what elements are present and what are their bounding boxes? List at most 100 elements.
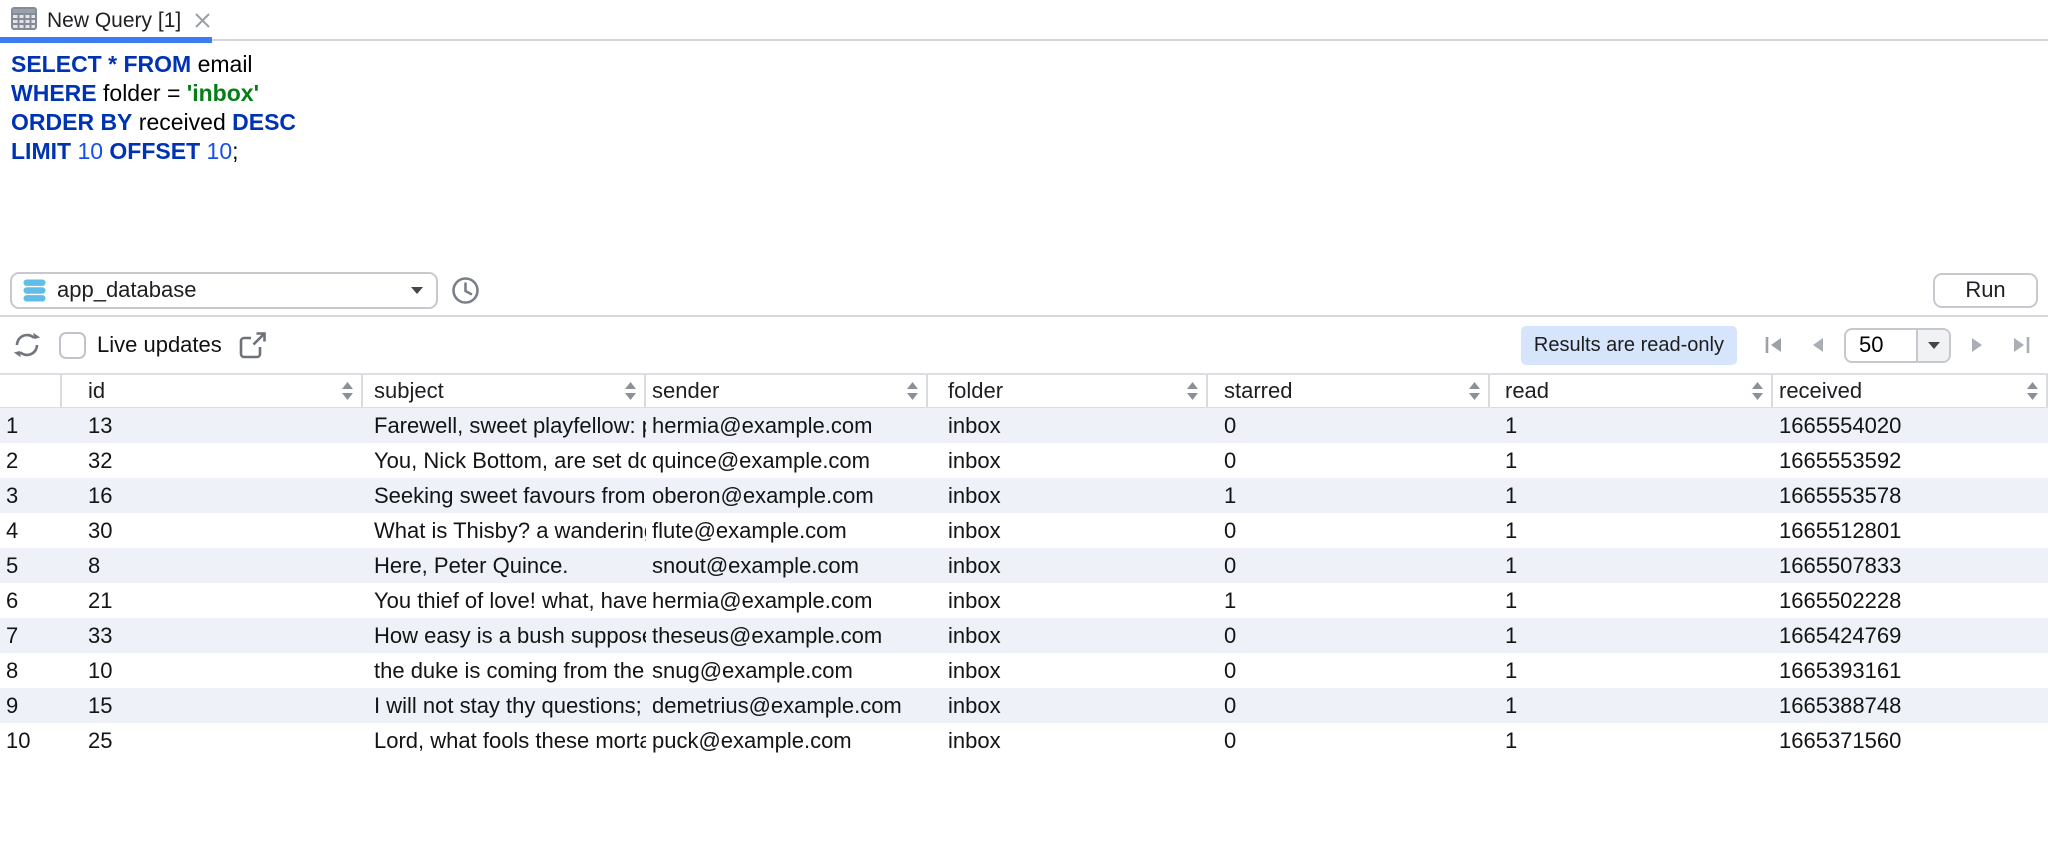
cell-read[interactable]: 1	[1505, 412, 1518, 438]
database-selector[interactable]: app_database	[10, 271, 438, 309]
cell-sender[interactable]: snout@example.com	[652, 552, 859, 578]
cell-starred[interactable]: 1	[1224, 482, 1237, 508]
cell-folder[interactable]: inbox	[948, 412, 1001, 438]
cell-subject[interactable]: How easy is a bush supposed a	[374, 622, 646, 648]
cell-read[interactable]: 1	[1505, 587, 1518, 613]
cell-folder[interactable]: inbox	[948, 517, 1001, 543]
cell-received[interactable]: 1665502228	[1779, 587, 1902, 613]
cell-sender[interactable]: quince@example.com	[652, 447, 870, 473]
cell-sender[interactable]: theseus@example.com	[652, 622, 883, 648]
row-number[interactable]: 7	[6, 622, 19, 648]
first-page-button[interactable]	[1759, 330, 1789, 360]
row-number[interactable]: 6	[6, 587, 19, 613]
cell-sender[interactable]: snug@example.com	[652, 657, 853, 683]
cell-folder[interactable]: inbox	[948, 447, 1001, 473]
cell-received[interactable]: 1665507833	[1779, 552, 1902, 578]
open-in-new-window-button[interactable]	[237, 330, 268, 361]
run-button[interactable]: Run	[1933, 272, 2038, 308]
row-number[interactable]: 4	[6, 517, 19, 543]
cell-id[interactable]: 33	[88, 622, 113, 648]
cell-sender[interactable]: hermia@example.com	[652, 587, 873, 613]
cell-folder[interactable]: inbox	[948, 552, 1001, 578]
cell-starred[interactable]: 0	[1224, 622, 1237, 648]
column-header-folder[interactable]: folder	[928, 375, 1208, 407]
cell-starred[interactable]: 0	[1224, 552, 1237, 578]
last-page-button[interactable]	[2006, 330, 2036, 360]
cell-received[interactable]: 1665553578	[1779, 482, 1902, 508]
cell-starred[interactable]: 0	[1224, 447, 1237, 473]
page-size-select[interactable]: 50	[1844, 327, 1951, 363]
cell-received[interactable]: 1665371560	[1779, 727, 1902, 753]
row-number[interactable]: 3	[6, 482, 19, 508]
cell-starred[interactable]: 0	[1224, 517, 1237, 543]
column-header-id[interactable]: id	[62, 375, 363, 407]
cell-subject[interactable]: the duke is coming from the te	[374, 657, 646, 683]
cell-id[interactable]: 32	[88, 447, 113, 473]
cell-read[interactable]: 1	[1505, 482, 1518, 508]
column-header-sender[interactable]: sender	[646, 375, 928, 407]
cell-read[interactable]: 1	[1505, 692, 1518, 718]
cell-subject[interactable]: What is Thisby? a wandering kn	[374, 517, 646, 543]
cell-subject[interactable]: Seeking sweet favours from thi	[374, 482, 646, 508]
query-history-button[interactable]	[446, 271, 484, 309]
column-header-subject[interactable]: subject	[363, 375, 646, 407]
cell-starred[interactable]: 0	[1224, 657, 1237, 683]
next-page-button[interactable]	[1962, 330, 1992, 360]
row-number[interactable]: 8	[6, 657, 19, 683]
cell-subject[interactable]: Here, Peter Quince.	[374, 552, 569, 578]
row-number[interactable]: 9	[6, 692, 19, 718]
column-header-starred[interactable]: starred	[1208, 375, 1490, 407]
sql-editor[interactable]: SELECT * FROM email WHERE folder = 'inbox…	[0, 41, 2048, 265]
cell-id[interactable]: 16	[88, 482, 113, 508]
row-number[interactable]: 10	[6, 727, 31, 753]
cell-folder[interactable]: inbox	[948, 657, 1001, 683]
cell-starred[interactable]: 0	[1224, 692, 1237, 718]
cell-id[interactable]: 25	[88, 727, 113, 753]
cell-sender[interactable]: flute@example.com	[652, 517, 847, 543]
cell-id[interactable]: 10	[88, 657, 113, 683]
cell-subject[interactable]: I will not stay thy questions; let	[374, 692, 646, 718]
cell-read[interactable]: 1	[1505, 657, 1518, 683]
cell-subject[interactable]: Farewell, sweet playfellow: pray	[374, 412, 646, 438]
cell-read[interactable]: 1	[1505, 447, 1518, 473]
cell-received[interactable]: 1665512801	[1779, 517, 1902, 543]
cell-received[interactable]: 1665393161	[1779, 657, 1902, 683]
cell-read[interactable]: 1	[1505, 552, 1518, 578]
cell-id[interactable]: 30	[88, 517, 113, 543]
cell-subject[interactable]: You thief of love! what, have yo	[374, 587, 646, 613]
previous-page-button[interactable]	[1803, 330, 1833, 360]
column-header-received[interactable]: received	[1773, 375, 2048, 407]
cell-folder[interactable]: inbox	[948, 482, 1001, 508]
cell-subject[interactable]: You, Nick Bottom, are set down	[374, 447, 646, 473]
cell-received[interactable]: 1665553592	[1779, 447, 1902, 473]
cell-sender[interactable]: demetrius@example.com	[652, 692, 902, 718]
row-number[interactable]: 1	[6, 412, 19, 438]
cell-received[interactable]: 1665424769	[1779, 622, 1902, 648]
cell-id[interactable]: 8	[88, 552, 101, 578]
close-icon[interactable]	[194, 12, 211, 29]
cell-starred[interactable]: 1	[1224, 587, 1237, 613]
cell-id[interactable]: 21	[88, 587, 113, 613]
cell-folder[interactable]: inbox	[948, 622, 1001, 648]
row-number[interactable]: 2	[6, 447, 19, 473]
cell-starred[interactable]: 0	[1224, 727, 1237, 753]
cell-read[interactable]: 1	[1505, 727, 1518, 753]
refresh-button[interactable]	[12, 330, 42, 360]
cell-sender[interactable]: hermia@example.com	[652, 412, 873, 438]
cell-id[interactable]: 13	[88, 412, 113, 438]
cell-read[interactable]: 1	[1505, 622, 1518, 648]
cell-sender[interactable]: puck@example.com	[652, 727, 852, 753]
column-header-read[interactable]: read	[1490, 375, 1773, 407]
cell-received[interactable]: 1665554020	[1779, 412, 1902, 438]
cell-received[interactable]: 1665388748	[1779, 692, 1902, 718]
cell-folder[interactable]: inbox	[948, 587, 1001, 613]
row-number[interactable]: 5	[6, 552, 19, 578]
cell-folder[interactable]: inbox	[948, 692, 1001, 718]
live-updates-checkbox[interactable]	[59, 331, 86, 359]
cell-subject[interactable]: Lord, what fools these mortals	[374, 727, 646, 753]
cell-sender[interactable]: oberon@example.com	[652, 482, 874, 508]
cell-id[interactable]: 15	[88, 692, 113, 718]
cell-read[interactable]: 1	[1505, 517, 1518, 543]
cell-starred[interactable]: 0	[1224, 412, 1237, 438]
query-tab[interactable]: New Query [1]	[0, 0, 225, 43]
